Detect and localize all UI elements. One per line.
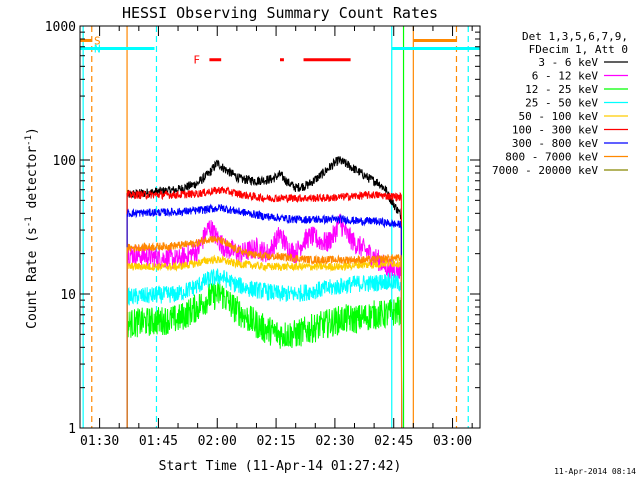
series-line-5 (126, 186, 403, 429)
legend-entry: 800 - 7000 keV (505, 151, 598, 164)
legend-entry: 300 - 800 keV (512, 137, 598, 150)
state-bars: SN F (80, 34, 480, 67)
plot-frame (79, 25, 481, 429)
series-line-3 (126, 267, 403, 429)
series-lines (126, 156, 403, 429)
series-line-6 (126, 203, 403, 429)
x-tick-label: 01:45 (139, 434, 178, 449)
x-axis-label: Start Time (11-Apr-14 01:27:42) (159, 459, 402, 474)
legend-entry: 25 - 50 keV (525, 97, 598, 110)
y-axis-label: Count Rate (s-1 detector-1) (24, 127, 40, 329)
y-tick-label: 1000 (45, 20, 76, 35)
series-line-7 (126, 235, 403, 429)
tick-labels: 1 10 100 1000 01:30 01:45 02:00 02:15 02:30 02:45… (45, 20, 472, 449)
legend: Det 1,3,5,6,7,9,FDecim 1, Att 03 - 6 keV… (492, 30, 628, 177)
y-tick-label: 10 (60, 288, 76, 303)
x-tick-label: 01:30 (80, 434, 119, 449)
series-line-0 (126, 156, 403, 429)
legend-header: Det 1,3,5,6,7,9, (522, 30, 628, 43)
state-label-s: S (94, 34, 101, 47)
chart-title: HESSI Observing Summary Count Rates (122, 4, 438, 22)
state-label-f: F (193, 54, 200, 67)
vertical-markers (82, 26, 469, 428)
y-tick-label: 100 (53, 154, 76, 169)
series-line-4 (126, 254, 403, 429)
legend-entry: 3 - 6 keV (538, 56, 598, 69)
state-label-n: N (94, 42, 101, 55)
legend-entry: 100 - 300 keV (512, 124, 598, 137)
legend-header: FDecim 1, Att 0 (529, 43, 628, 56)
series-line-2 (126, 281, 403, 429)
y-tick-label: 1 (68, 422, 76, 437)
legend-entry: 12 - 25 keV (525, 83, 598, 96)
legend-entry: 50 - 100 keV (519, 110, 599, 123)
x-tick-label: 02:15 (257, 434, 296, 449)
axes (79, 25, 481, 429)
x-tick-label: 02:45 (374, 434, 413, 449)
x-tick-label: 02:00 (198, 434, 237, 449)
x-tick-label: 02:30 (315, 434, 354, 449)
legend-entry: 6 - 12 keV (532, 70, 599, 83)
timestamp: 11-Apr-2014 08:14 (554, 467, 636, 476)
x-tick-label: 03:00 (433, 434, 472, 449)
legend-entry: 7000 - 20000 keV (492, 164, 598, 177)
